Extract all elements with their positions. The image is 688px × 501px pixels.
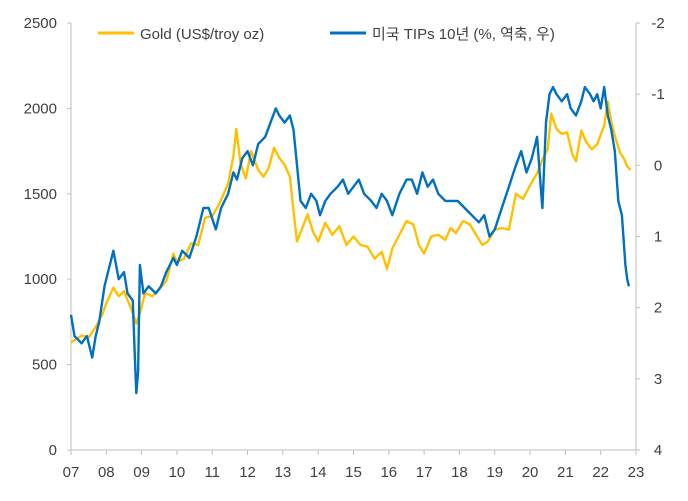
left-tick-label: 2500	[24, 15, 57, 32]
x-tick-label: 11	[204, 464, 220, 481]
right-tick-label: -1	[651, 86, 664, 103]
x-tick-label: 12	[239, 464, 256, 481]
right-tick-label: 3	[654, 371, 662, 388]
left-tick-label: 0	[49, 442, 57, 459]
x-tick-label: 20	[522, 464, 539, 481]
x-tick-label: 19	[486, 464, 503, 481]
legend: Gold (US$/troy oz) 미국 TIPs 10년 (%, 역축, 우)	[98, 26, 555, 43]
right-tick-label: 4	[654, 442, 662, 459]
left-tick-label: 500	[32, 357, 57, 374]
x-tick-label: 23	[628, 464, 645, 481]
left-tick-label: 1000	[24, 271, 57, 288]
legend-label-tips: 미국 TIPs 10년 (%, 역축, 우)	[372, 26, 555, 43]
right-tick-label: -2	[651, 15, 664, 32]
x-tick-label: 18	[451, 464, 468, 481]
x-tick-label: 09	[133, 464, 150, 481]
x-tick-label: 17	[416, 464, 433, 481]
left-tick-label: 1500	[24, 186, 57, 203]
x-tick-label: 22	[592, 464, 609, 481]
x-tick-label: 08	[98, 464, 115, 481]
axes	[67, 22, 640, 455]
tips-series-line	[69, 85, 631, 395]
x-tick-label: 07	[63, 464, 80, 481]
x-tick-label: 16	[380, 464, 397, 481]
x-tick-label: 10	[169, 464, 186, 481]
legend-label-gold: Gold (US$/troy oz)	[140, 26, 264, 43]
series-lines	[69, 85, 632, 395]
right-tick-label: 2	[654, 300, 662, 317]
right-tick-label: 0	[654, 157, 662, 174]
x-tick-label: 21	[557, 464, 574, 481]
left-tick-label: 2000	[24, 100, 57, 117]
gold-series-line	[70, 100, 632, 344]
right-tick-label: 1	[654, 229, 662, 246]
x-tick-label: 15	[345, 464, 362, 481]
x-tick-label: 14	[310, 464, 327, 481]
x-tick-label: 13	[275, 464, 292, 481]
